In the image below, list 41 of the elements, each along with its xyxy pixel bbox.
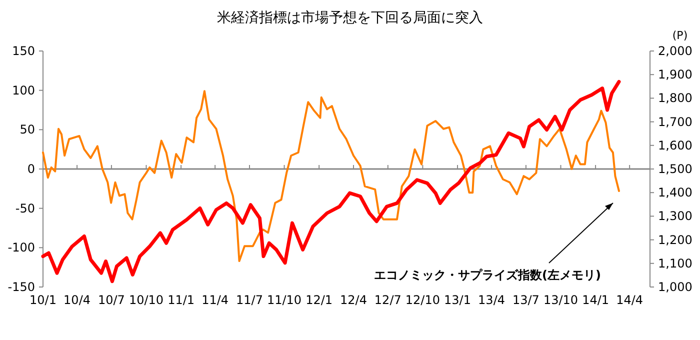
line-series: [42, 90, 620, 262]
y2-tick-label: 1,100: [658, 256, 692, 270]
x-tick-label: 13/4: [478, 293, 506, 307]
x-tick-label: 13/7: [512, 293, 540, 307]
y2-tick-label: 1,700: [658, 114, 692, 129]
y2-tick-label: 1,900: [658, 68, 692, 82]
y-tick-label: 100: [12, 83, 35, 98]
x-tick-label: 11/4: [202, 293, 229, 307]
y-tick-label: -50: [15, 201, 35, 216]
x-tick-label: 12/10: [405, 293, 440, 307]
y-tick-label: 0: [27, 162, 35, 176]
y2-tick-label: 1,000: [658, 280, 692, 294]
x-tick-label: 11/1: [168, 293, 195, 307]
x-tick-label: 13/1: [444, 293, 471, 307]
x-tick-label: 12/1: [306, 293, 333, 307]
chart-title: 米経済指標は市場予想を下回る局面に突入: [217, 10, 483, 26]
x-tick-label: 12/7: [374, 293, 402, 307]
y-tick-label: -150: [8, 280, 35, 294]
y-tick-label: 50: [20, 122, 35, 137]
y2-tick-label: 1,300: [658, 209, 692, 224]
x-tick-label: 14/4: [616, 293, 644, 307]
y2-tick-label: 1,400: [658, 186, 692, 200]
y2-tick-label: 2,000: [658, 44, 692, 58]
text: エコノミック・サプライズ指数(左メモリ): [374, 268, 601, 282]
line-series: [41, 80, 621, 284]
y2-tick-label: 1,500: [658, 162, 692, 176]
y2-tick-label: 1,600: [658, 138, 692, 152]
y-tick-label: 150: [12, 44, 35, 58]
x-tick-label: 10/10: [128, 293, 164, 307]
x-tick-label: 10/7: [98, 293, 125, 307]
x-tick-label: 14/1: [582, 293, 610, 307]
x-tick-label: 12/4: [340, 293, 367, 307]
y2-tick-label: 1,200: [658, 232, 692, 247]
x-tick-label: 11/7: [236, 293, 263, 307]
x-tick-label: 10/4: [64, 293, 91, 307]
x-tick-label: 13/10: [543, 293, 578, 307]
y2-tick-label: 1,800: [658, 91, 692, 106]
y-tick-label: -100: [8, 240, 35, 255]
x-tick-label: 10/1: [30, 293, 56, 307]
y2-axis-title: (P): [672, 29, 688, 42]
x-tick-label: 11/10: [266, 293, 302, 307]
